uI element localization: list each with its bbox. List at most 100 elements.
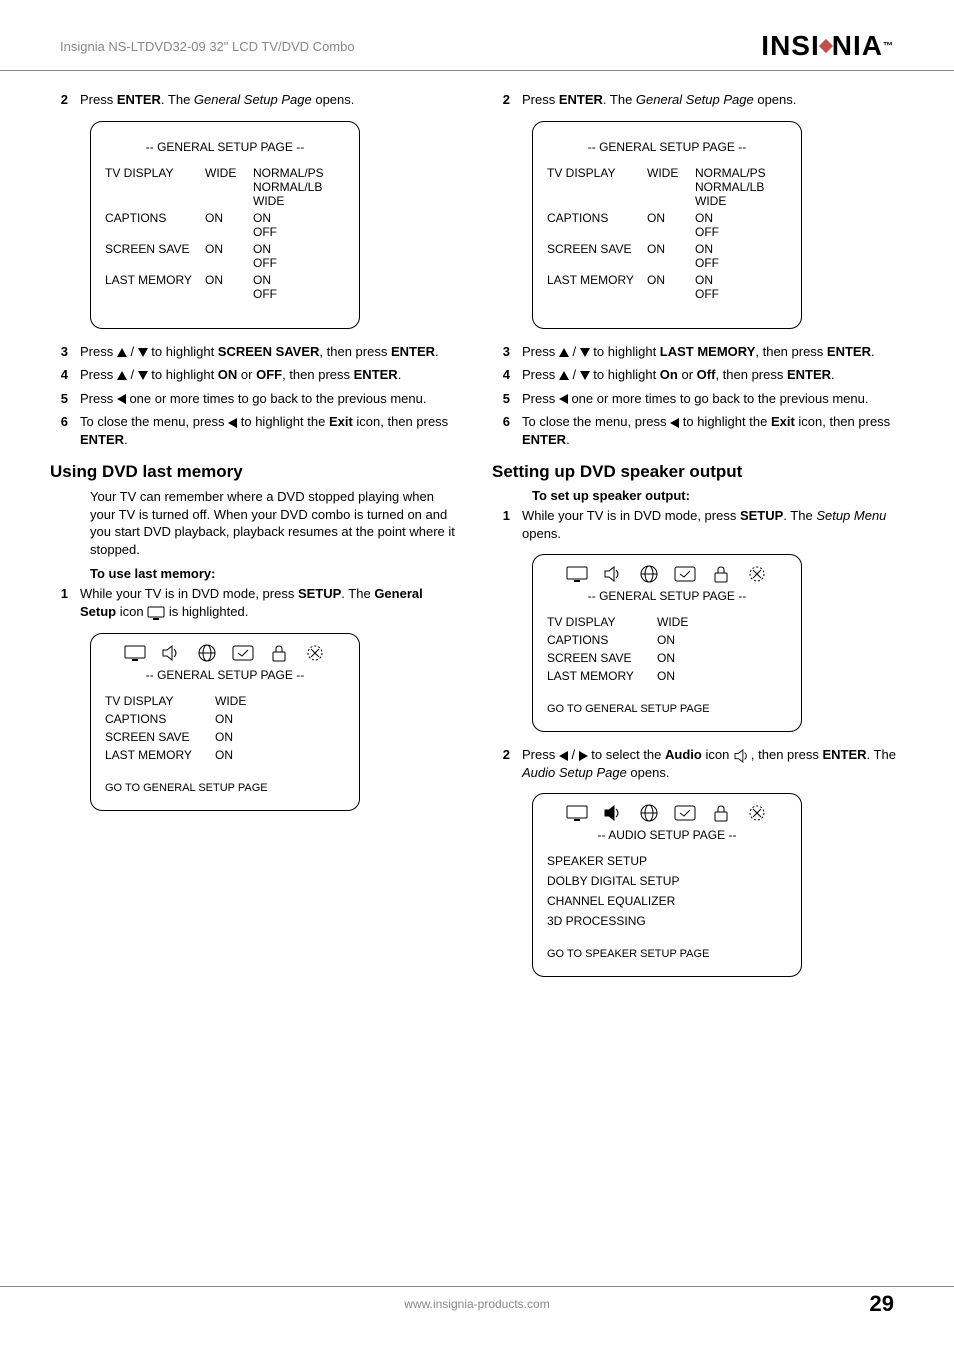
step-number: 2 [492, 91, 522, 109]
on-option: ON [218, 367, 238, 382]
menu-footer: GO TO GENERAL SETUP PAGE [547, 703, 787, 715]
footer-url: www.insignia-products.com [60, 1297, 894, 1311]
menu-label: LAST MEMORY [547, 273, 647, 301]
text: To close the menu, press [522, 414, 670, 429]
enter-key: ENTER [522, 432, 566, 447]
page-name: General Setup Page [194, 92, 312, 107]
menu-option: NORMAL/PS [253, 166, 345, 180]
menu-option: ON [695, 273, 787, 287]
page-footer: www.insignia-products.com 29 [0, 1286, 954, 1311]
menu-value: ON [215, 730, 233, 744]
text: opens. [522, 526, 561, 541]
left-s1: 1 While your TV is in DVD mode, press SE… [50, 585, 462, 620]
paragraph: Your TV can remember where a DVD stopped… [90, 488, 462, 558]
menu-row: CAPTIONSON [547, 633, 787, 647]
monitor-icon [147, 606, 165, 620]
menu-icon-row [547, 804, 787, 822]
screen-icon [674, 804, 696, 822]
menu-item: 3D PROCESSING [547, 914, 787, 928]
left-step-3: 3 Press / to highlight SCREEN SAVER, the… [50, 343, 462, 361]
step-number: 5 [492, 390, 522, 408]
left-step-2: 2 Press ENTER. The General Setup Page op… [50, 91, 462, 109]
step-body: Press / to highlight SCREEN SAVER, then … [80, 343, 462, 361]
menu-option: OFF [253, 225, 345, 239]
left-step-5: 5 Press one or more times to go back to … [50, 390, 462, 408]
menu-option: NORMAL/LB [695, 180, 787, 194]
text: opens. [627, 765, 670, 780]
menu-label: SCREEN SAVE [547, 651, 657, 665]
menu-option: WIDE [695, 194, 787, 208]
exit-icon-label: Exit [329, 414, 353, 429]
globe-icon [638, 565, 660, 583]
menu-option: OFF [253, 287, 345, 301]
menu-row: SCREEN SAVE ON ON OFF [547, 242, 787, 270]
left-arrow-icon [117, 394, 126, 404]
text: . [124, 432, 128, 447]
step-number: 1 [50, 585, 80, 620]
enter-key: ENTER [827, 344, 871, 359]
text: Press [522, 367, 559, 382]
menu-title: -- AUDIO SETUP PAGE -- [547, 828, 787, 842]
menu-options: ON OFF [253, 211, 345, 239]
down-arrow-icon [580, 348, 590, 357]
brand-text-pre: INSI [761, 30, 819, 62]
right-step-5: 5 Press one or more times to go back to … [492, 390, 904, 408]
menu-label: SCREEN SAVE [105, 730, 215, 744]
menu-option: ON [695, 242, 787, 256]
text: . [398, 367, 402, 382]
lock-icon [268, 644, 290, 662]
enter-key: ENTER [559, 92, 603, 107]
text: one or more times to go back to the prev… [568, 391, 869, 406]
left-arrow-icon [228, 418, 237, 428]
menu-icon-row [547, 565, 787, 583]
lock-icon [710, 565, 732, 583]
left-arrow-icon [559, 751, 568, 761]
exit-icon [304, 644, 326, 662]
right-arrow-icon [579, 751, 588, 761]
step-body: Press / to highlight ON or OFF, then pre… [80, 366, 462, 384]
text: . [435, 344, 439, 359]
step-number: 6 [492, 413, 522, 448]
screen-icon [232, 644, 254, 662]
speaker-icon [160, 644, 182, 662]
menu-value: WIDE [215, 694, 246, 708]
menu-title: -- GENERAL SETUP PAGE -- [105, 668, 345, 682]
text: to highlight the [679, 414, 771, 429]
general-setup-menu-compact: -- GENERAL SETUP PAGE -- TV DISPLAYWIDE … [90, 633, 360, 811]
menu-row: TV DISPLAY WIDE NORMAL/PS NORMAL/LB WIDE [105, 166, 345, 208]
trademark-symbol: ™ [883, 41, 894, 52]
enter-key: ENTER [822, 747, 866, 762]
menu-footer: GO TO GENERAL SETUP PAGE [105, 782, 345, 794]
enter-key: ENTER [354, 367, 398, 382]
menu-value: ON [647, 273, 695, 301]
highlight-target: LAST MEMORY [660, 344, 756, 359]
monitor-icon [566, 804, 588, 822]
text: icon, then press [795, 414, 890, 429]
text: Press [522, 391, 559, 406]
text: . The [867, 747, 896, 762]
menu-title: -- GENERAL SETUP PAGE -- [547, 140, 787, 154]
screen-icon [674, 565, 696, 583]
menu-value: ON [215, 712, 233, 726]
page-header: Insignia NS-LTDVD32-09 32" LCD TV/DVD Co… [0, 0, 954, 71]
exit-icon [746, 804, 768, 822]
text: to highlight [590, 367, 660, 382]
menu-title: -- GENERAL SETUP PAGE -- [105, 140, 345, 154]
text: . [831, 367, 835, 382]
step-number: 2 [50, 91, 80, 109]
menu-label: SCREEN SAVE [547, 242, 647, 270]
section-heading-last-memory: Using DVD last memory [50, 462, 462, 482]
text: or [237, 367, 256, 382]
off-option: Off [697, 367, 716, 382]
enter-key: ENTER [391, 344, 435, 359]
menu-option: ON [253, 273, 345, 287]
step-body: Press one or more times to go back to th… [522, 390, 904, 408]
text: . The [603, 92, 636, 107]
menu-options: ON OFF [695, 273, 787, 301]
menu-value: ON [215, 748, 233, 762]
section-heading-speaker: Setting up DVD speaker output [492, 462, 904, 482]
text: . The [341, 586, 374, 601]
sub-heading: To set up speaker output: [532, 488, 904, 503]
menu-option: NORMAL/PS [695, 166, 787, 180]
step-body: While your TV is in DVD mode, press SETU… [80, 585, 462, 620]
